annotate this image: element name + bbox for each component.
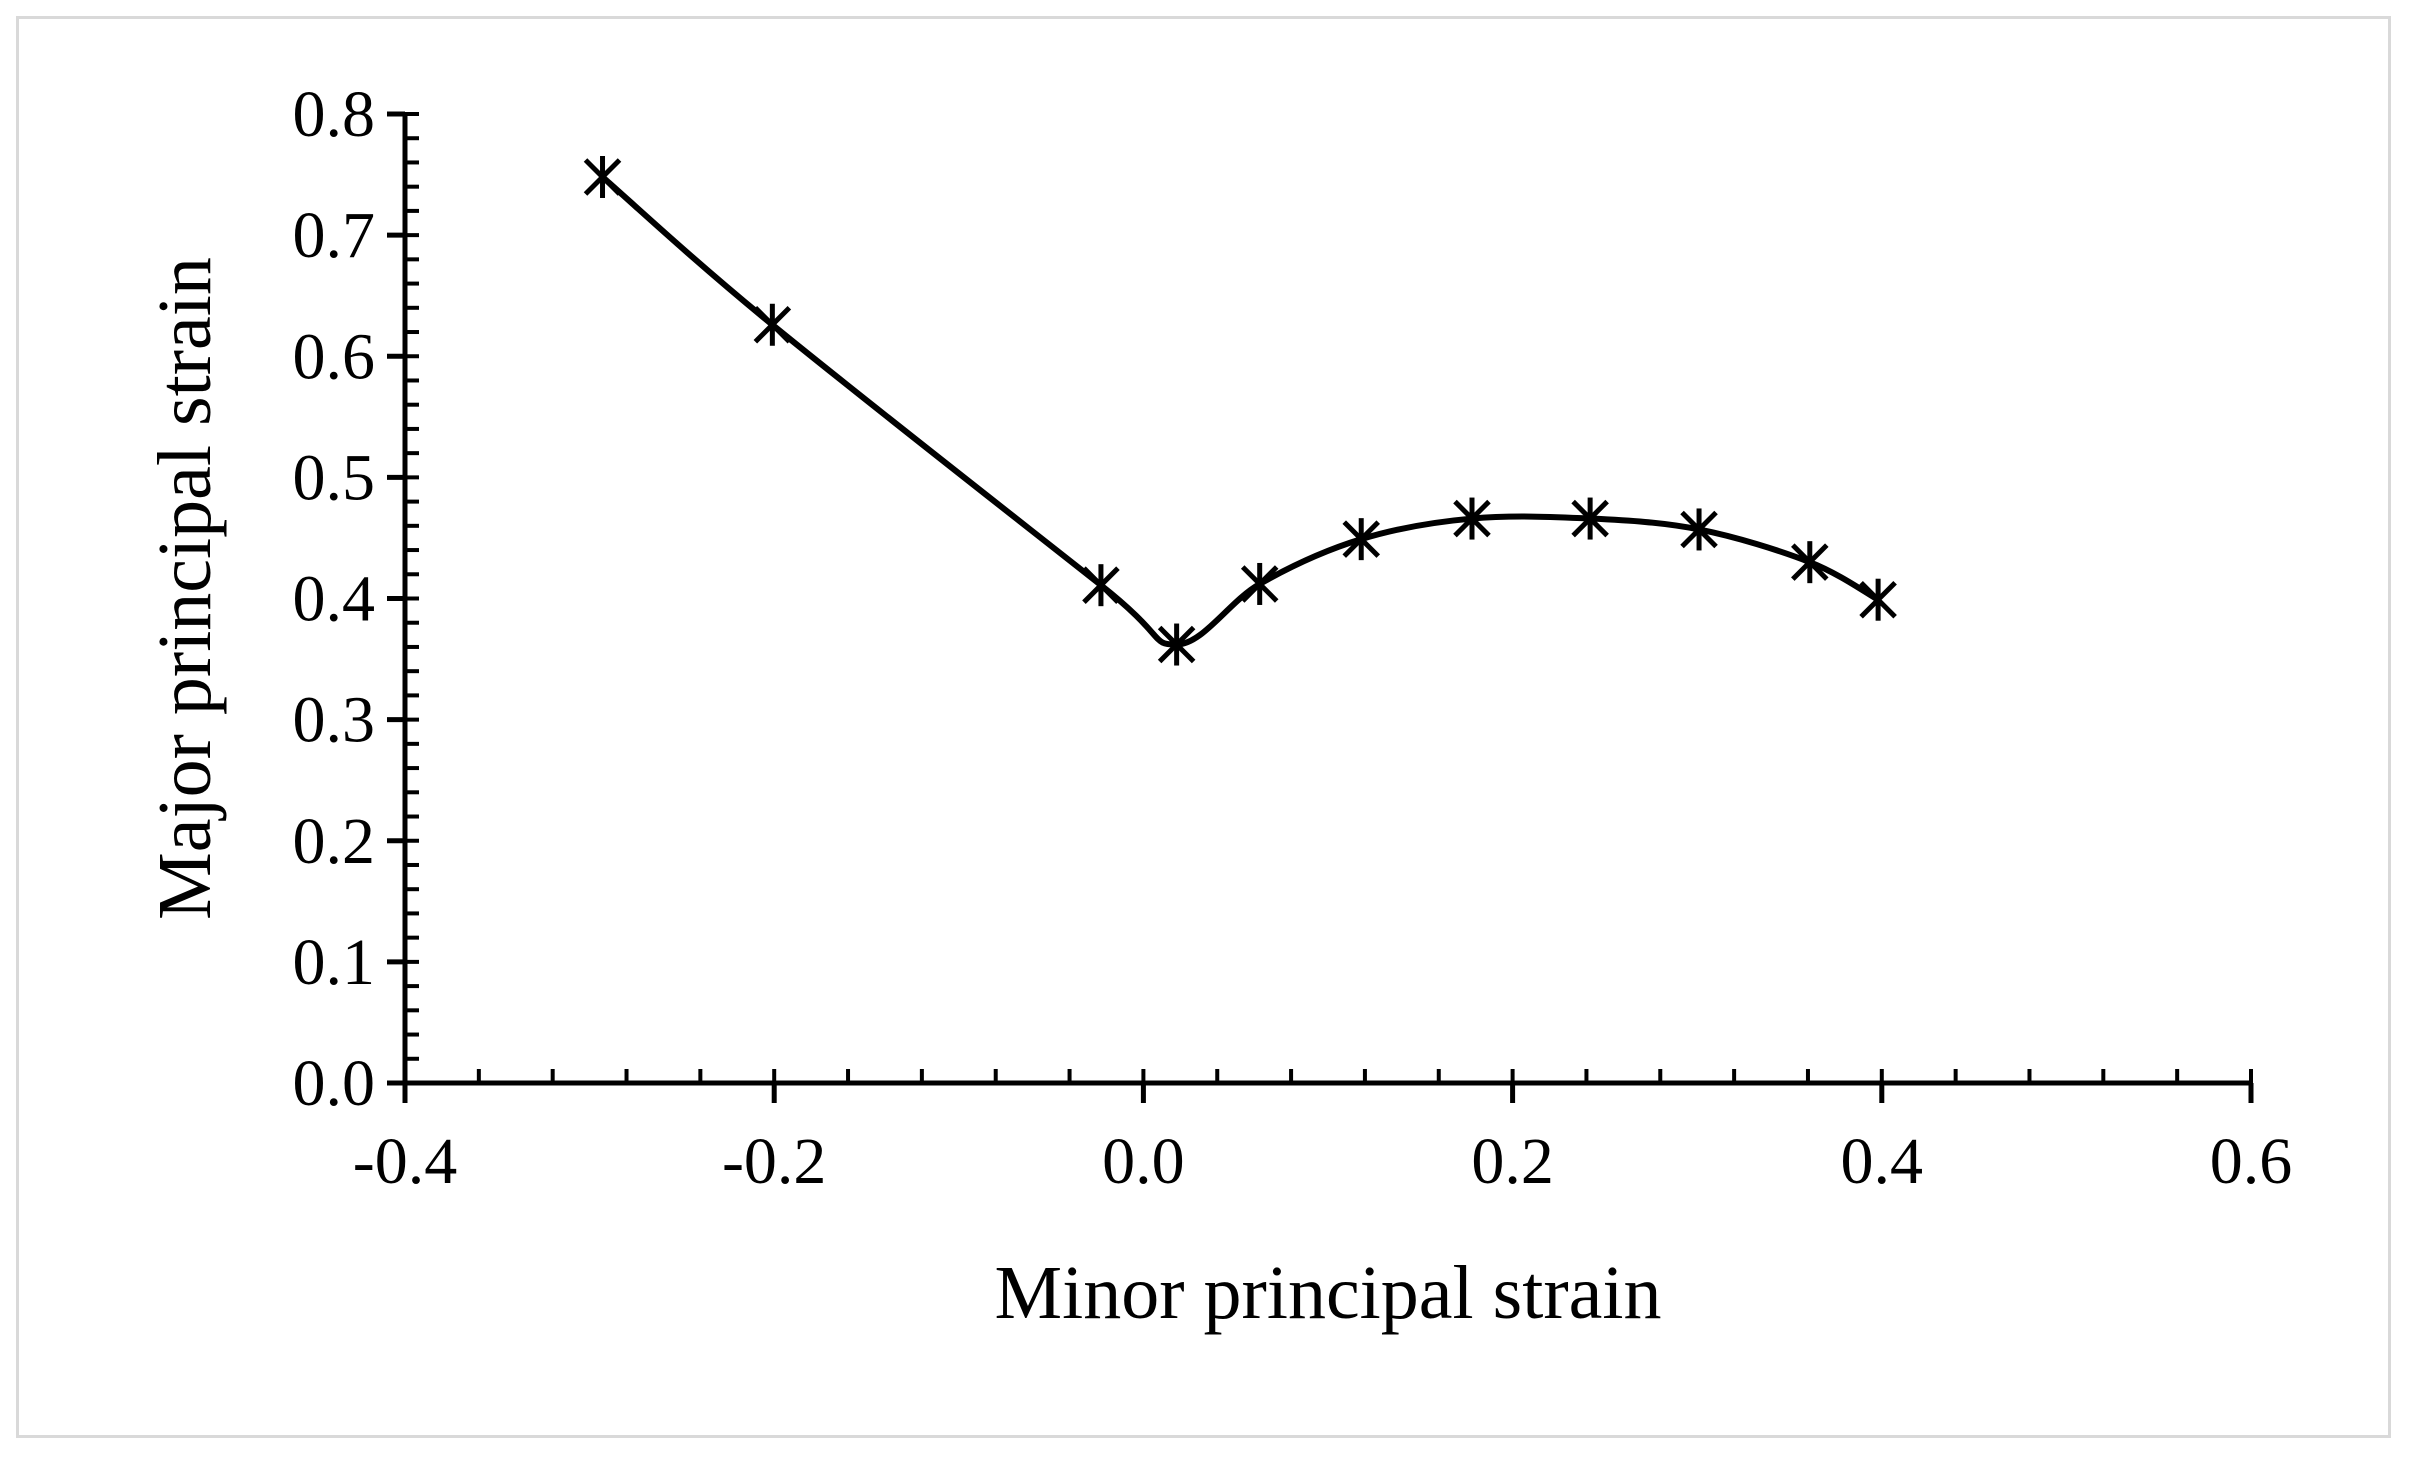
- y-tick-label: 0.2: [293, 805, 376, 878]
- series-line: [599, 173, 1882, 648]
- series-markers: [583, 155, 1897, 666]
- data-point-marker: [753, 303, 792, 346]
- data-point-marker: [1342, 518, 1380, 561]
- data-point-marker: [1859, 578, 1897, 621]
- x-tick-label: -0.2: [722, 1125, 826, 1198]
- data-point-marker: [1240, 562, 1279, 605]
- data-point-marker: [1082, 564, 1120, 607]
- y-tick-label: 0.1: [293, 926, 376, 999]
- data-point-marker: [1157, 623, 1196, 666]
- y-major-ticks: [387, 111, 405, 1086]
- y-tick-label: 0.6: [293, 320, 376, 393]
- y-tick-labels: 0.0 0.1 0.2 0.3 0.4 0.5 0.6 0.7 0.8: [293, 78, 376, 1120]
- x-major-ticks: [402, 1083, 2254, 1103]
- y-tick-label: 0.3: [293, 684, 376, 757]
- x-tick-label: 0.0: [1102, 1125, 1185, 1198]
- y-tick-label: 0.7: [293, 199, 376, 272]
- x-tick-label: 0.6: [2210, 1125, 2293, 1198]
- x-axis-title: Minor principal strain: [995, 1251, 1662, 1335]
- data-point-marker: [583, 155, 622, 198]
- data-point-marker: [1571, 497, 1609, 540]
- y-tick-label: 0.5: [293, 441, 376, 514]
- data-point-marker: [1791, 541, 1829, 584]
- x-tick-label: 0.2: [1471, 1125, 1554, 1198]
- x-tick-label: 0.4: [1841, 1125, 1924, 1198]
- y-tick-label: 0.8: [293, 78, 376, 151]
- y-tick-label: 0.0: [293, 1047, 376, 1120]
- chart-frame: [16, 16, 2391, 1438]
- y-tick-label: 0.4: [293, 563, 376, 636]
- data-point-marker: [1680, 508, 1718, 551]
- y-axis-title: Major principal strain: [143, 257, 227, 920]
- x-tick-labels: -0.4 -0.2 0.0 0.2 0.4 0.6: [353, 1125, 2292, 1198]
- x-tick-label: -0.4: [353, 1125, 457, 1198]
- data-point-marker: [1453, 497, 1491, 540]
